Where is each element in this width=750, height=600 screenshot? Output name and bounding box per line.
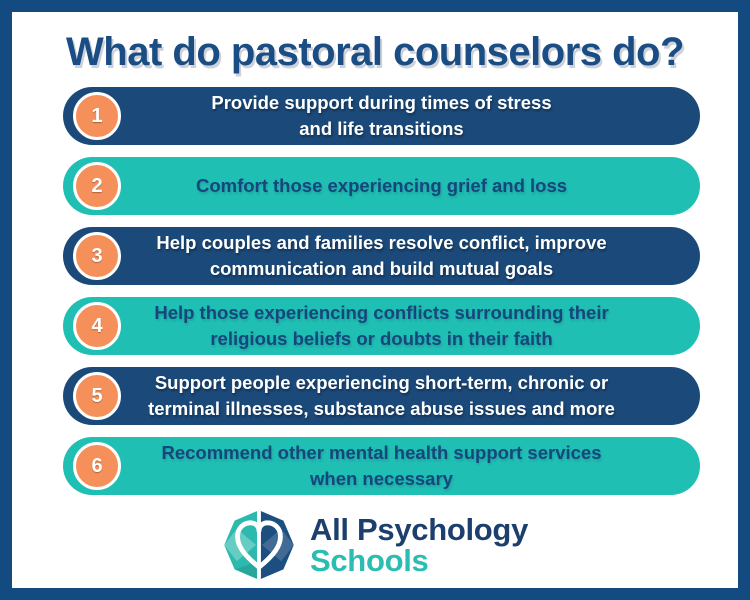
number-badge: 3	[73, 232, 121, 280]
counselor-duty-item: 6 Recommend other mental health support …	[63, 437, 700, 495]
number-label: 4	[91, 314, 103, 337]
number-label: 3	[91, 244, 103, 267]
duty-text: Help those experiencing conflicts surrou…	[154, 302, 609, 349]
number-badge: 2	[73, 162, 121, 210]
duty-text: Provide support during times of stress an…	[211, 92, 552, 139]
brand-logo: All Psychology Schools	[12, 508, 738, 582]
duty-text: Help couples and families resolve confli…	[156, 232, 607, 279]
number-label: 1	[91, 104, 103, 127]
counselor-duty-item: 1 Provide support during times of stress…	[63, 87, 700, 145]
counselor-duty-item: 5 Support people experiencing short-term…	[63, 367, 700, 425]
counselor-duty-list: 1 Provide support during times of stress…	[63, 87, 700, 507]
number-badge: 6	[73, 442, 121, 490]
number-badge: 1	[73, 92, 121, 140]
number-label: 6	[91, 454, 103, 477]
number-badge: 4	[73, 302, 121, 350]
page-title: What do pastoral counselors do?	[66, 30, 684, 74]
brand-name-line1: All Psychology	[309, 512, 529, 547]
counselor-duty-item: 2 Comfort those experiencing grief and l…	[63, 157, 700, 215]
duty-text: Support people experiencing short-term, …	[148, 372, 615, 419]
number-badge: 5	[73, 372, 121, 420]
number-label: 2	[91, 174, 103, 197]
number-label: 5	[91, 384, 103, 407]
brand-name: All Psychology Schools	[310, 514, 528, 576]
heart-polygon-icon	[224, 510, 294, 580]
brand-name-line2: Schools	[309, 543, 429, 578]
counselor-duty-item: 3 Help couples and families resolve conf…	[63, 227, 700, 285]
duty-text: Recommend other mental health support se…	[161, 442, 602, 489]
counselor-duty-item: 4 Help those experiencing conflicts surr…	[63, 297, 700, 355]
duty-text: Comfort those experiencing grief and los…	[195, 175, 568, 196]
